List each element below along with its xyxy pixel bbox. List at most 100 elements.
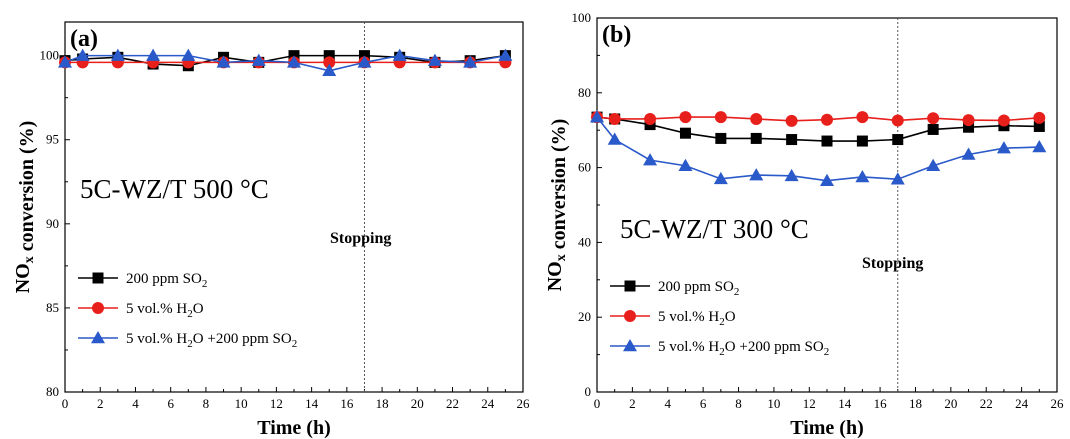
data-point bbox=[75, 48, 90, 61]
data-point bbox=[997, 114, 1010, 127]
data-point bbox=[679, 127, 691, 139]
legend-label: 5 vol.% H2O bbox=[658, 309, 736, 328]
x-axis-label: Time (h) bbox=[257, 417, 331, 439]
x-tick-label: 16 bbox=[340, 396, 354, 411]
data-point bbox=[251, 53, 266, 66]
x-tick-label: 4 bbox=[665, 396, 672, 411]
data-point bbox=[357, 55, 372, 68]
panel-label: (b) bbox=[602, 22, 631, 48]
x-tick-label: 10 bbox=[235, 396, 248, 411]
data-point bbox=[322, 63, 337, 77]
legend-marker bbox=[92, 302, 104, 314]
data-point bbox=[961, 147, 976, 160]
x-tick-label: 0 bbox=[594, 396, 601, 411]
data-point bbox=[1032, 140, 1047, 153]
x-tick-label: 10 bbox=[767, 396, 780, 411]
x-tick-label: 0 bbox=[62, 396, 69, 411]
x-tick-label: 8 bbox=[203, 396, 210, 411]
y-tick-label: 95 bbox=[46, 132, 59, 147]
data-point bbox=[996, 141, 1011, 154]
data-point bbox=[392, 48, 407, 61]
x-tick-label: 16 bbox=[874, 396, 888, 411]
data-point bbox=[821, 135, 833, 147]
data-point bbox=[323, 50, 335, 62]
x-tick-label: 20 bbox=[411, 396, 424, 411]
data-point bbox=[678, 158, 693, 171]
x-tick-label: 24 bbox=[1015, 396, 1029, 411]
data-point bbox=[891, 114, 904, 127]
y-tick-label: 90 bbox=[46, 216, 59, 231]
legend-label: 200 ppm SO2 bbox=[658, 279, 739, 298]
panel-label: (a) bbox=[70, 26, 98, 52]
x-tick-label: 18 bbox=[376, 396, 389, 411]
data-point bbox=[713, 171, 728, 185]
x-tick-label: 12 bbox=[803, 396, 816, 411]
data-point bbox=[58, 55, 72, 68]
data-point bbox=[749, 168, 764, 181]
data-point bbox=[607, 132, 622, 145]
x-tick-label: 24 bbox=[481, 396, 495, 411]
x-tick-label: 26 bbox=[1051, 396, 1065, 411]
x-tick-label: 12 bbox=[270, 396, 283, 411]
y-tick-label: 60 bbox=[578, 160, 591, 175]
legend-marker bbox=[92, 272, 104, 284]
x-tick-label: 2 bbox=[629, 396, 636, 411]
x-tick-label: 2 bbox=[97, 396, 104, 411]
y-axis-label: NOx conversion (%) bbox=[544, 119, 570, 292]
x-tick-label: 8 bbox=[735, 396, 742, 411]
y-axis-label: NOx conversion (%) bbox=[12, 121, 38, 294]
data-point bbox=[498, 48, 513, 61]
data-point bbox=[110, 48, 125, 61]
data-point bbox=[785, 114, 798, 127]
condition-annotation: 5C-WZ/T 300 °C bbox=[620, 214, 809, 244]
data-point bbox=[784, 168, 799, 182]
legend-marker bbox=[91, 331, 105, 344]
x-tick-label: 14 bbox=[838, 396, 852, 411]
data-point bbox=[216, 55, 231, 68]
x-tick-label: 22 bbox=[446, 396, 459, 411]
series-line bbox=[596, 116, 1040, 182]
chart-panel-b: 0 2 4 6 8 10 12 14 16 18 20 22 24 26020406080100Time … bbox=[544, 10, 1064, 439]
condition-annotation: 5C-WZ/T 500 °C bbox=[80, 174, 269, 204]
legend-label: 5 vol.% H2O +200 ppm SO2 bbox=[126, 331, 297, 350]
data-point bbox=[643, 153, 658, 166]
data-point bbox=[963, 121, 975, 133]
y-tick-label: 85 bbox=[46, 300, 59, 315]
legend-marker bbox=[624, 310, 636, 322]
x-tick-label: 6 bbox=[700, 396, 707, 411]
x-tick-label: 14 bbox=[305, 396, 319, 411]
legend-label: 5 vol.% H2O +200 ppm SO2 bbox=[658, 339, 829, 358]
x-tick-label: 20 bbox=[944, 396, 957, 411]
data-point bbox=[820, 173, 834, 186]
series-line bbox=[64, 54, 506, 72]
data-point bbox=[892, 134, 904, 146]
x-tick-label: 4 bbox=[132, 396, 139, 411]
stopping-label: Stopping bbox=[330, 230, 391, 247]
data-point bbox=[714, 111, 727, 124]
x-tick-label: 18 bbox=[909, 396, 922, 411]
y-tick-label: 100 bbox=[572, 10, 592, 25]
x-axis-label: Time (h) bbox=[790, 417, 864, 439]
data-point bbox=[427, 53, 442, 66]
data-point bbox=[323, 56, 336, 69]
x-tick-label: 26 bbox=[517, 396, 531, 411]
data-point bbox=[644, 112, 657, 125]
data-point bbox=[287, 55, 301, 68]
data-point bbox=[608, 112, 621, 125]
data-point bbox=[750, 112, 763, 125]
data-point bbox=[962, 114, 975, 127]
data-point bbox=[855, 169, 870, 183]
y-tick-label: 100 bbox=[40, 48, 60, 63]
legend-label: 200 ppm SO2 bbox=[126, 271, 207, 290]
data-point bbox=[821, 113, 833, 126]
y-tick-label: 0 bbox=[585, 384, 592, 399]
legend-marker bbox=[624, 280, 636, 292]
legend-label: 5 vol.% H2O bbox=[126, 301, 204, 320]
data-point bbox=[927, 112, 940, 125]
plot-frame bbox=[596, 17, 1058, 393]
x-tick-label: 6 bbox=[167, 396, 174, 411]
data-point bbox=[1033, 111, 1046, 124]
data-point bbox=[786, 134, 798, 146]
data-point bbox=[463, 55, 478, 68]
